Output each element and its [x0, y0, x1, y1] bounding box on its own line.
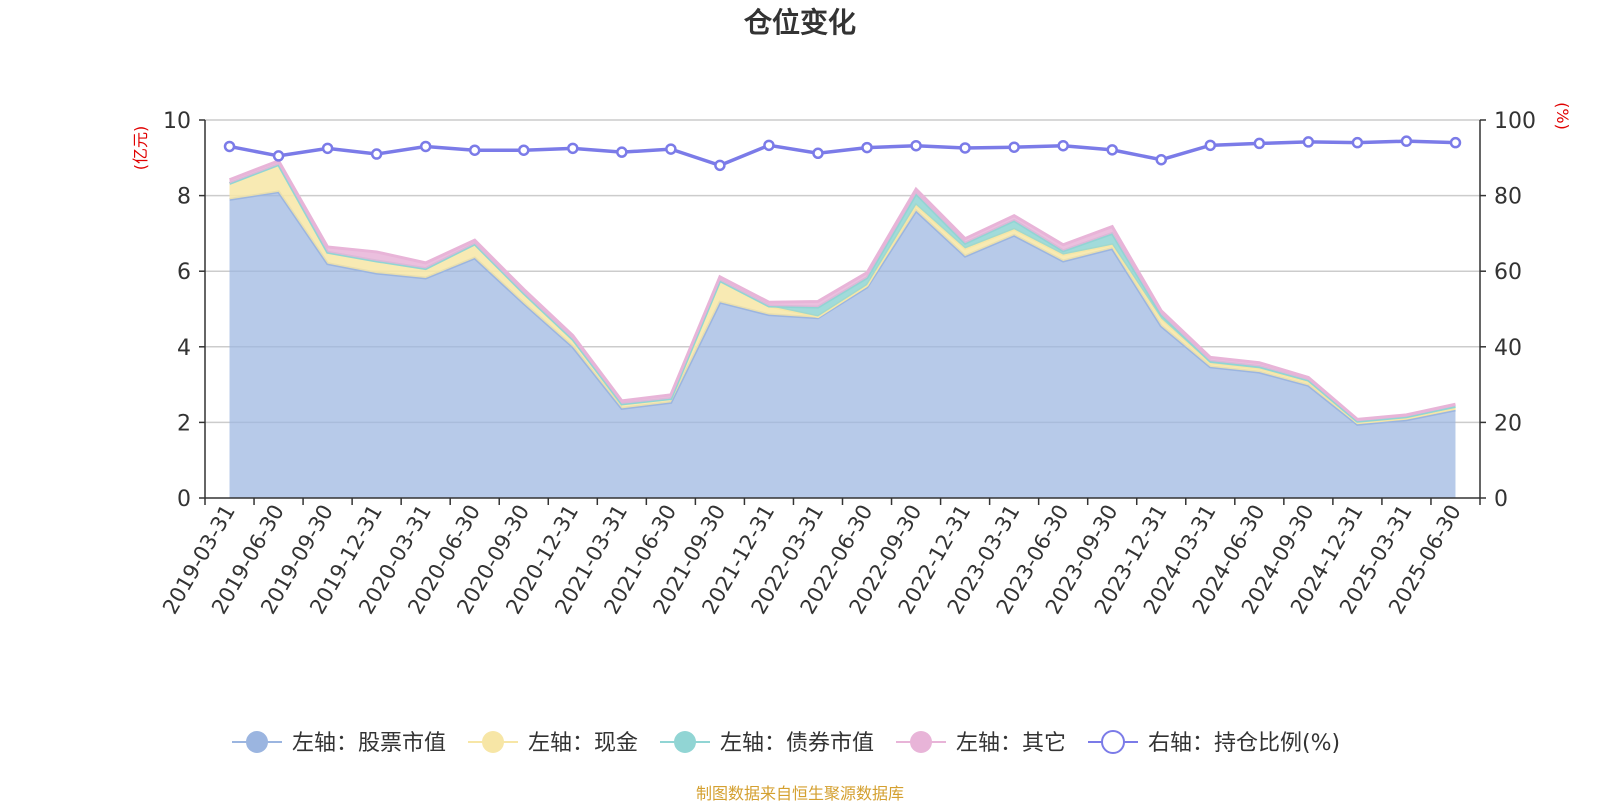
- ratio-point: [1302, 136, 1315, 148]
- left-tick-label: 6: [177, 260, 191, 285]
- right-tick-label: 60: [1494, 260, 1522, 285]
- legend-marker: [674, 731, 696, 753]
- legend-marker: [246, 731, 268, 753]
- chart-title: 仓位变化: [744, 6, 856, 39]
- left-tick-label: 0: [177, 487, 191, 512]
- legend-marker: [1101, 730, 1125, 754]
- line-series: [223, 135, 1462, 172]
- ratio-point: [1253, 137, 1266, 150]
- legend-item-3[interactable]: 左轴：其它: [896, 731, 1066, 756]
- ratio-point: [370, 148, 383, 160]
- ratio-point: [910, 139, 922, 152]
- legend-label: 左轴：现金: [528, 731, 638, 756]
- left-axis-unit: (亿元): [131, 126, 150, 171]
- ratio-point: [1155, 153, 1167, 166]
- area-series: [228, 158, 1456, 498]
- legend-item-0[interactable]: 左轴：股票市值: [232, 731, 446, 756]
- ratio-point: [665, 143, 677, 155]
- ratio-point: [763, 139, 775, 152]
- legend-label: 左轴：其它: [956, 731, 1066, 756]
- right-tick-label: 0: [1494, 487, 1508, 512]
- ratio-point: [321, 142, 334, 155]
- ratio-point: [1400, 135, 1413, 147]
- ratio-point: [861, 141, 873, 154]
- legend[interactable]: 左轴：股票市值 左轴：现金 左轴：债券市值 左轴：其它 右轴：持仓比例(%): [232, 730, 1340, 756]
- ratio-point: [468, 144, 481, 156]
- ratio-point: [419, 140, 432, 153]
- ratio-point: [959, 142, 971, 154]
- right-tick-label: 40: [1494, 336, 1522, 361]
- source-note: 制图数据来自恒生聚源数据库: [695, 784, 904, 803]
- area-edge-3: [228, 158, 1456, 421]
- ratio-point: [518, 144, 530, 156]
- ratio-point: [1106, 144, 1118, 156]
- legend-label: 左轴：债券市值: [720, 731, 874, 756]
- ratio-point: [223, 140, 236, 153]
- legend-item-1[interactable]: 左轴：现金: [468, 731, 638, 756]
- ratio-point: [1351, 136, 1364, 149]
- ratio-point: [1449, 136, 1462, 149]
- legend-label: 左轴：股票市值: [292, 731, 446, 756]
- ratio-point: [1204, 139, 1217, 152]
- area-0: [229, 191, 1456, 498]
- left-tick-label: 4: [177, 336, 191, 361]
- ratio-point: [812, 147, 824, 160]
- left-tick-label: 10: [163, 109, 191, 134]
- right-tick-label: 80: [1494, 185, 1522, 210]
- legend-item-2[interactable]: 左轴：债券市值: [660, 731, 874, 756]
- right-axis-unit: (%): [1553, 102, 1572, 130]
- ratio-point: [714, 159, 726, 172]
- legend-item-4[interactable]: 右轴：持仓比例(%): [1088, 730, 1340, 756]
- ratio-point: [1057, 139, 1069, 152]
- area-3: [229, 160, 1456, 422]
- right-tick-label: 100: [1494, 109, 1536, 134]
- legend-marker: [482, 731, 504, 753]
- legend-label: 右轴：持仓比例(%): [1148, 731, 1340, 756]
- left-tick-label: 8: [177, 185, 191, 210]
- ratio-point: [1008, 141, 1020, 153]
- ratio-point: [616, 146, 628, 158]
- right-tick-label: 20: [1494, 411, 1522, 436]
- ratio-point: [567, 142, 579, 155]
- ratio-point: [272, 150, 285, 162]
- ratio-line: [229, 139, 1456, 168]
- legend-marker: [910, 731, 932, 753]
- left-tick-label: 2: [177, 411, 191, 436]
